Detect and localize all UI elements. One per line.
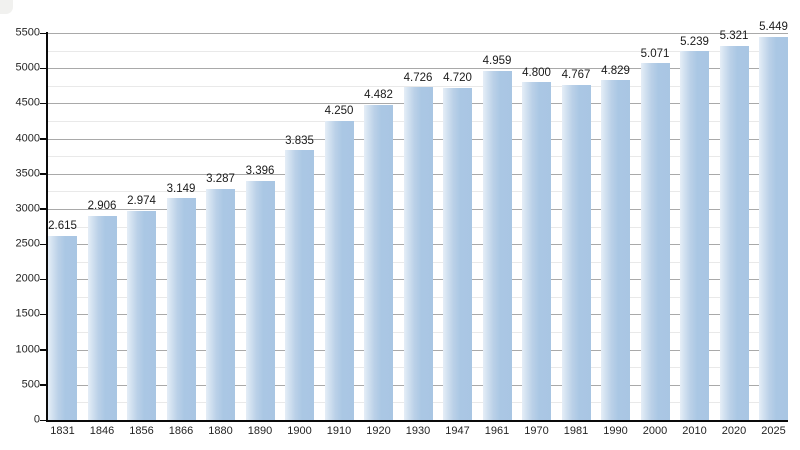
bar: 4.959 — [482, 55, 512, 420]
bar-value-label: 2.906 — [87, 199, 117, 212]
bar-value-label: 2.615 — [48, 220, 77, 233]
bar: 4.250 — [324, 105, 354, 420]
bar-value-label: 4.726 — [403, 71, 433, 84]
y-tick — [40, 138, 46, 140]
bar-value-label: 4.800 — [522, 66, 551, 79]
plot-area: 2.615 2.906 2.974 3.149 3.287 3.396 3.835 4.250… — [40, 21, 788, 422]
gridline-major — [48, 33, 788, 34]
corner-artifact — [0, 0, 13, 14]
bar-value-label: 5.321 — [719, 29, 749, 42]
x-tick-label: 1866 — [168, 425, 194, 437]
bar: 2.615 — [48, 220, 77, 420]
x-tick-label: 1846 — [89, 425, 115, 437]
bar-value-label: 3.396 — [245, 165, 275, 178]
bar-value-label: 3.835 — [285, 134, 314, 147]
y-tick-label: 2500 — [15, 237, 40, 250]
bar: 4.720 — [443, 72, 472, 420]
x-tick-label: 1990 — [603, 425, 628, 437]
y-tick — [40, 419, 46, 421]
bar: 5.239 — [680, 36, 709, 420]
x-tick-label: 1961 — [484, 425, 510, 437]
x-tick-label: 1890 — [247, 425, 273, 437]
bar-value-label: 2.974 — [127, 195, 156, 208]
x-tick-label: 1947 — [445, 425, 470, 437]
x-tick-label: 2000 — [642, 425, 668, 437]
y-tick-label: 4500 — [15, 96, 40, 109]
y-axis-line — [46, 32, 48, 422]
bar: 4.767 — [561, 69, 591, 420]
y-tick-label: 3000 — [15, 202, 40, 215]
bar: 4.482 — [364, 89, 393, 420]
bar: 3.149 — [166, 183, 196, 420]
y-tick-label: 0 — [33, 413, 40, 426]
gridline-minor — [48, 85, 788, 87]
x-tick-label: 2025 — [761, 425, 786, 437]
bar: 3.396 — [245, 165, 275, 420]
bar: 5.321 — [719, 30, 749, 420]
x-tick-label: 1900 — [287, 425, 312, 437]
bar: 5.071 — [640, 48, 670, 420]
y-tick — [40, 102, 46, 105]
x-tick-label: 1930 — [405, 425, 431, 437]
y-tick — [40, 32, 46, 34]
bar-value-label: 4.959 — [482, 55, 512, 68]
y-tick-label: 4000 — [15, 132, 40, 145]
y-tick — [40, 384, 46, 386]
y-tick-label: 3500 — [15, 167, 40, 180]
y-tick — [40, 208, 46, 210]
bar-value-label: 3.287 — [206, 173, 235, 186]
x-tick-label: 1831 — [50, 425, 75, 437]
bar: 4.829 — [601, 65, 630, 420]
bar-value-label: 4.767 — [561, 68, 591, 81]
x-tick-label: 1970 — [524, 425, 549, 437]
x-tick-label: 1856 — [129, 425, 154, 437]
bar: 4.726 — [403, 72, 433, 420]
bar-value-label: 5.239 — [680, 35, 709, 48]
x-tick-label: 2010 — [682, 425, 707, 437]
y-tick — [40, 173, 46, 175]
y-tick-label: 5500 — [15, 26, 40, 39]
x-axis-line — [46, 420, 788, 422]
bar: 3.835 — [285, 135, 314, 420]
y-tick — [40, 313, 46, 316]
x-tick-label: 1920 — [366, 425, 391, 437]
x-tick-label: 1981 — [563, 425, 589, 437]
gridline-minor — [48, 50, 788, 52]
bar-value-label: 5.449 — [759, 20, 788, 33]
y-tick-label: 2000 — [15, 272, 40, 285]
bar-value-label: 5.071 — [640, 47, 670, 60]
x-tick-label: 1910 — [326, 425, 352, 437]
y-tick — [40, 243, 46, 246]
bar: 3.287 — [206, 173, 235, 420]
bars: 2.615 2.906 2.974 3.149 3.287 3.396 3.835 4.250… — [48, 21, 788, 420]
gridline-major — [48, 68, 788, 70]
bar-value-label: 4.482 — [364, 89, 393, 101]
x-tick-label: 2020 — [721, 425, 747, 437]
y-tick-label: 1000 — [15, 343, 40, 356]
y-tick-label: 500 — [21, 378, 40, 391]
bar: 2.906 — [87, 200, 117, 420]
bar: 2.974 — [127, 195, 156, 420]
x-axis-labels: 1831 1846 1856 1866 1880 1890 1900 1910 1920 1930… — [48, 425, 788, 441]
y-axis-labels: 0 500 1000 1500 2000 2500 3000 3500 4000 4500 5000… — [0, 0, 40, 450]
bar-value-label: 4.250 — [324, 105, 354, 118]
y-tick-label: 1500 — [15, 307, 40, 320]
y-tick — [40, 349, 46, 351]
bar-value-label: 4.829 — [601, 64, 630, 77]
bar-value-label: 4.720 — [443, 72, 472, 85]
x-tick-label: 1880 — [208, 425, 233, 437]
y-tick — [40, 67, 46, 70]
bar: 4.800 — [522, 67, 551, 420]
y-tick-label: 5000 — [15, 61, 40, 74]
y-tick — [40, 278, 46, 281]
bar-value-label: 3.149 — [166, 182, 196, 195]
bar: 5.449 — [759, 21, 788, 420]
